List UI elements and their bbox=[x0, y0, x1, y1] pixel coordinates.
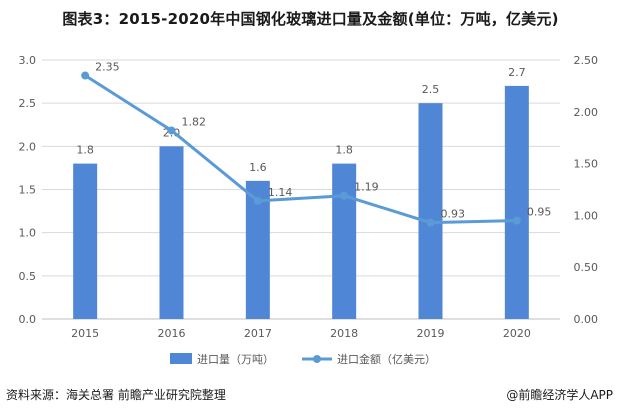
right-tick-label: 0.00 bbox=[574, 313, 599, 326]
legend-line-label: 进口金额（亿美元） bbox=[337, 352, 436, 366]
line-data-label: 1.82 bbox=[182, 115, 207, 128]
right-tick-label: 2.00 bbox=[574, 106, 599, 119]
legend-line-marker bbox=[313, 355, 321, 363]
line-point bbox=[426, 218, 435, 227]
x-tick-label: 2015 bbox=[71, 327, 99, 340]
bar bbox=[245, 180, 270, 319]
gridlines bbox=[42, 59, 560, 277]
chart-title: 图表3：2015-2020年中国钢化玻璃进口量及金额(单位：万吨，亿美元) bbox=[0, 8, 621, 29]
left-tick-label: 3.0 bbox=[19, 54, 37, 67]
bar bbox=[332, 163, 357, 319]
x-tick-label: 2019 bbox=[417, 327, 445, 340]
combo-chart: 0.0 0.5 1.0 1.5 2.0 2.5 3.0 0.00 0.50 1.00 1.50 2.… bbox=[19, 54, 599, 366]
line-data-label: 0.95 bbox=[527, 206, 552, 219]
brand-credit: @前瞻经济学人APP bbox=[506, 386, 613, 403]
line-data-label: 0.93 bbox=[441, 208, 466, 221]
bar-data-label: 2.7 bbox=[508, 66, 526, 79]
line-point bbox=[512, 216, 521, 225]
line-data-label: 1.14 bbox=[268, 186, 293, 199]
line-data-label: 1.19 bbox=[354, 181, 379, 194]
x-tick-label: 2018 bbox=[330, 327, 358, 340]
x-tick-label: 2020 bbox=[503, 327, 531, 340]
footer: 资料来源：海关总署 前瞻产业研究院整理 @前瞻经济学人APP bbox=[0, 380, 621, 414]
source-note: 资料来源：海关总署 前瞻产业研究院整理 bbox=[6, 388, 226, 402]
left-tick-label: 2.0 bbox=[19, 140, 37, 153]
line-data-label: 2.35 bbox=[95, 61, 120, 74]
bar bbox=[504, 85, 529, 320]
line-point bbox=[167, 126, 176, 135]
right-tick-label: 1.50 bbox=[574, 158, 599, 171]
right-axis: 0.00 0.50 1.00 1.50 2.00 2.50 bbox=[574, 54, 599, 326]
bar-data-label: 1.6 bbox=[249, 161, 267, 174]
line-series: 2.35 1.82 1.14 1.19 0.93 0.95 bbox=[81, 61, 551, 227]
right-tick-label: 2.50 bbox=[574, 54, 599, 67]
line-point bbox=[340, 191, 349, 200]
chart-title-main: 2015-2020年中国钢化玻璃进口量及金额(单位：万吨，亿美元) bbox=[118, 10, 559, 28]
left-tick-label: 2.5 bbox=[19, 97, 37, 110]
series-line bbox=[84, 74, 517, 225]
x-tick-label: 2017 bbox=[244, 327, 272, 340]
line-point bbox=[81, 71, 90, 80]
x-axis: 2015 2016 2017 2018 2019 2020 bbox=[42, 318, 560, 340]
right-tick-label: 1.00 bbox=[574, 209, 599, 222]
legend: 进口量（万吨） 进口金额（亿美元） bbox=[170, 352, 436, 366]
right-tick-label: 0.50 bbox=[574, 261, 599, 274]
line-point bbox=[253, 196, 262, 205]
bar-data-label: 1.8 bbox=[335, 144, 353, 157]
bar-data-label: 1.8 bbox=[76, 144, 94, 157]
bar bbox=[159, 146, 184, 319]
left-tick-label: 0.0 bbox=[19, 313, 37, 326]
bar bbox=[73, 163, 98, 319]
left-axis: 0.0 0.5 1.0 1.5 2.0 2.5 3.0 bbox=[19, 54, 37, 326]
left-tick-label: 1.0 bbox=[19, 227, 37, 240]
bar-data-label: 2.5 bbox=[422, 83, 440, 96]
legend-bar-swatch bbox=[170, 353, 192, 364]
brand-text: @前瞻经济学人APP bbox=[506, 388, 613, 402]
bar-series: 1.82.01.61.82.52.7 bbox=[73, 66, 529, 320]
legend-bar-label: 进口量（万吨） bbox=[197, 353, 274, 366]
x-tick-label: 2016 bbox=[158, 327, 186, 340]
left-tick-label: 0.5 bbox=[19, 270, 37, 283]
chart-title-prefix: 图表3： bbox=[62, 10, 119, 28]
left-tick-label: 1.5 bbox=[19, 184, 37, 197]
bar bbox=[418, 103, 443, 320]
